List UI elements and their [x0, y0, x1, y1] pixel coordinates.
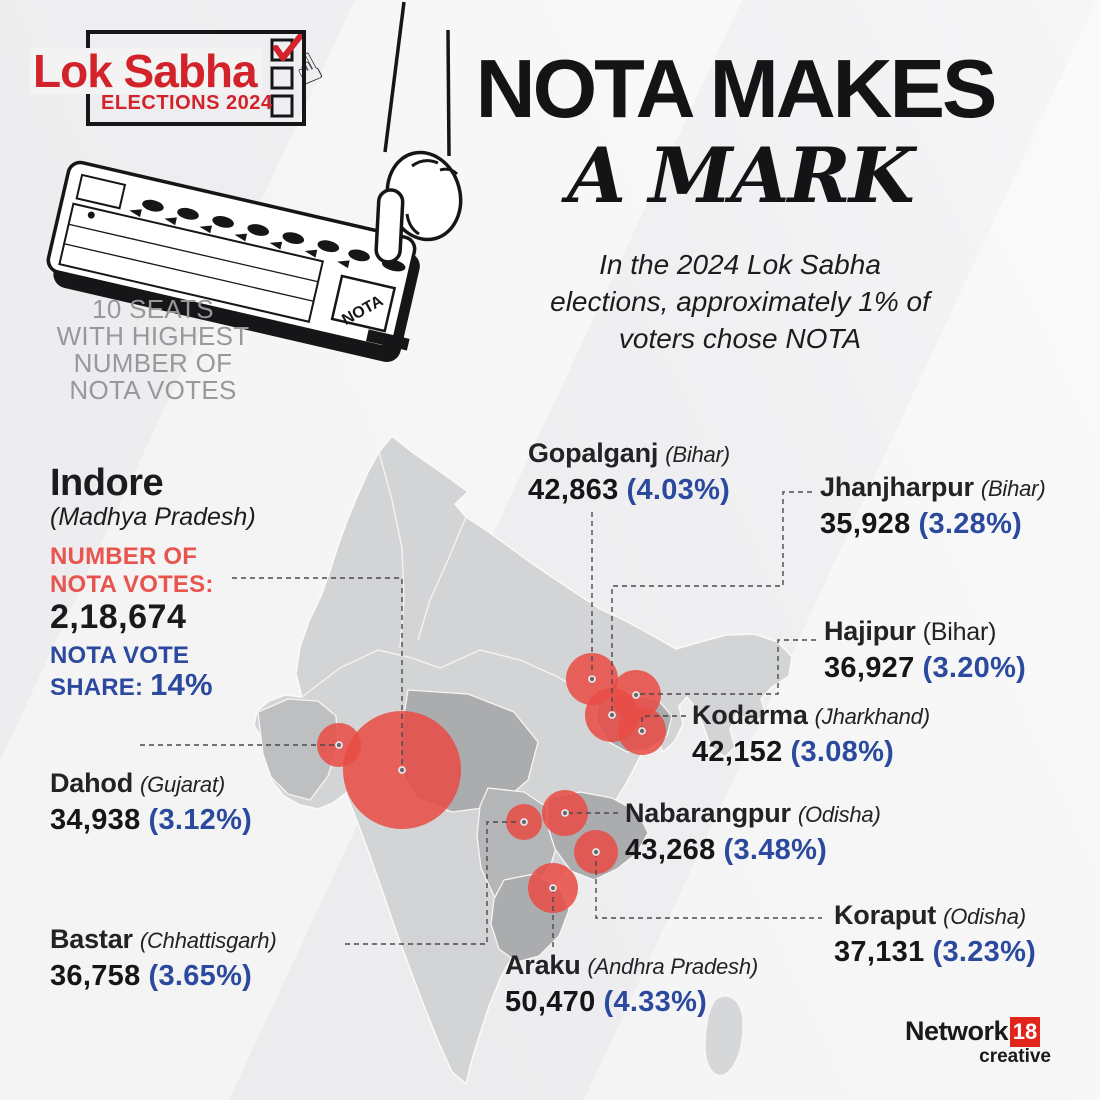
logo-bg-patch	[30, 48, 262, 94]
seat-label-koraput: Koraput (Odisha) 37,131 (3.23%)	[834, 900, 1037, 968]
subtitle-line: voters chose NOTA	[618, 323, 862, 354]
seat-label-kodarma: Kodarma (Jharkhand) 42,152 (3.08%)	[692, 700, 930, 768]
hand-icon	[374, 1, 463, 264]
chart-title-line: WITH HIGHEST	[56, 321, 250, 351]
bubble-dot-koraput	[592, 848, 600, 856]
bubble-dot-dahod	[335, 741, 343, 749]
connector-koraput	[595, 852, 822, 919]
connector-bastar	[345, 821, 524, 945]
subtitle-line: In the 2024 Lok Sabha	[599, 249, 881, 280]
bubble-center-dots	[335, 675, 646, 892]
bubble-dot-bastar	[520, 818, 528, 826]
connector-indore	[232, 577, 403, 770]
highlight-votes-value: 2,18,674	[50, 598, 187, 636]
sri-lanka	[705, 996, 743, 1075]
bubble-dot-gopalganj	[588, 675, 596, 683]
bubble-dot-nabarangpur	[561, 809, 569, 817]
connector-jhanjharpur	[611, 491, 812, 715]
network18-logo: Network 18 creative	[905, 1016, 1065, 1067]
highlight-seat-name: Indore	[50, 462, 164, 504]
bubble-dot-indore	[398, 766, 406, 774]
bubble-dot-hajipur	[632, 691, 640, 699]
brand-name: Network	[905, 1016, 1009, 1046]
chart-title-line: NUMBER OF	[73, 348, 233, 378]
subtitle-line: elections, approximately 1% of	[550, 286, 930, 317]
seat-label-dahod: Dahod (Gujarat) 34,938 (3.12%)	[50, 768, 253, 836]
seat-label-hajipur: Hajipur (Bihar) 36,927 (3.20%)	[824, 616, 1027, 684]
evm-illustration: NOTA	[46, 1, 463, 362]
red-check-icon	[273, 31, 305, 61]
connector-lines	[140, 491, 822, 947]
highlight-share: NOTA VOTE SHARE: 14%	[50, 642, 213, 702]
connector-hajipur	[636, 639, 816, 695]
highlight-seat-state: (Madhya Pradesh)	[50, 503, 256, 531]
chart-title: 10 SEATS WITH HIGHEST NUMBER OF NOTA VOT…	[38, 296, 268, 404]
brand-18-badge: 18	[1010, 1016, 1041, 1047]
bubble-dot-araku	[549, 884, 557, 892]
connector-kodarma	[641, 715, 686, 731]
bubble-dot-jhanjharpur	[608, 711, 616, 719]
brand-creative: creative	[979, 1046, 1051, 1067]
chart-title-line: NOTA VOTES	[69, 375, 237, 405]
seat-label-nabarangpur: Nabarangpur (Odisha) 43,268 (3.48%)	[625, 798, 881, 866]
subtitle: In the 2024 Lok Sabha elections, approxi…	[500, 246, 980, 357]
seat-label-araku: Araku (Andhra Pradesh) 50,470 (4.33%)	[505, 950, 758, 1018]
main-title-line2: A MARK	[567, 131, 915, 220]
bubble-dot-kodarma	[638, 727, 646, 735]
logo-title: Lok Sabha	[33, 45, 258, 97]
seat-label-jhanjharpur: Jhanjharpur (Bihar) 35,928 (3.28%)	[820, 472, 1046, 540]
main-title-line1: NOTA MAKES	[475, 42, 998, 135]
highlight-share-value: 14%	[150, 667, 213, 702]
logo-subtitle: ELECTIONS 2024	[101, 92, 273, 114]
seat-label-gopalganj: Gopalganj (Bihar) 42,863 (4.03%)	[528, 438, 731, 506]
highlight-votes-label: NUMBER OF NOTA VOTES:	[50, 543, 214, 598]
chart-title-line: 10 SEATS	[92, 294, 214, 324]
seat-label-bastar: Bastar (Chhattisgarh) 36,758 (3.65%)	[50, 924, 277, 992]
